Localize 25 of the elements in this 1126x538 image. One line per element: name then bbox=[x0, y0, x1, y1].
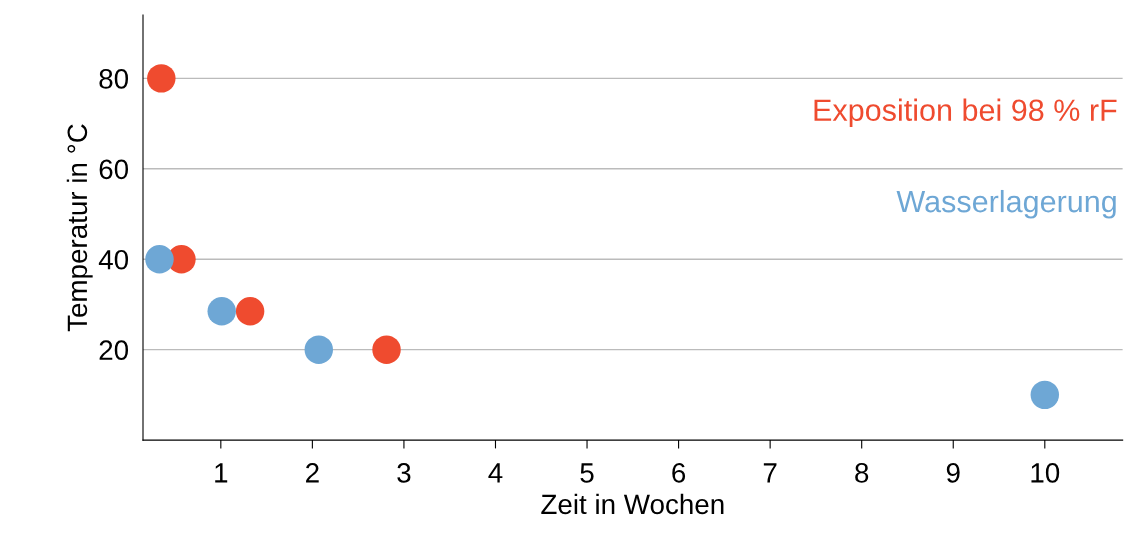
x-tick-label: 2 bbox=[306, 463, 319, 483]
x-tick-label: 7 bbox=[763, 463, 777, 483]
point bbox=[235, 296, 265, 326]
x-tick-label: 3 bbox=[397, 463, 411, 483]
y-tick-label: 20 bbox=[99, 340, 129, 360]
point bbox=[145, 244, 174, 274]
x-tick-label: 10 bbox=[1031, 463, 1060, 483]
y-tick-label: 40 bbox=[98, 249, 129, 270]
text: Exposition bei 98 % rF bbox=[814, 98, 1117, 128]
x-tick-label: 6 bbox=[672, 463, 686, 483]
point bbox=[372, 335, 401, 364]
point bbox=[304, 335, 334, 364]
y-tick-label: 60 bbox=[99, 159, 129, 180]
x-tick-label: 8 bbox=[855, 463, 869, 483]
x-tick-label: 9 bbox=[946, 463, 960, 483]
point bbox=[1030, 380, 1060, 410]
x-tick-label: 1 bbox=[215, 463, 228, 483]
point bbox=[147, 64, 176, 93]
x-tick-label: 4 bbox=[488, 463, 503, 483]
x-axis-title: Zeit in Wochen bbox=[541, 493, 724, 515]
text: Wasserlagerung bbox=[896, 189, 1116, 219]
x-tick-label: 5 bbox=[580, 463, 594, 483]
point bbox=[207, 296, 236, 326]
y-tick-label: 80 bbox=[99, 69, 129, 89]
y-axis-title: Temperatur in °C bbox=[66, 124, 93, 332]
